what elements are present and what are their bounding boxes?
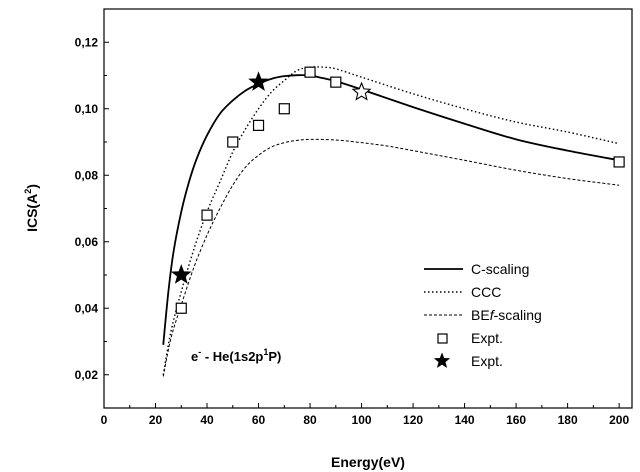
- expt-square-point: [278, 103, 290, 115]
- y-axis-title-sup: 2: [23, 189, 33, 194]
- expt-square-point: [613, 156, 625, 168]
- y-tick-label: 0,06: [75, 235, 99, 249]
- annotation-end: P): [268, 349, 281, 364]
- legend-label-expt-square: Expt.: [471, 330, 503, 346]
- series-line-c-scaling: [162, 74, 620, 345]
- annotation-prefix: e: [191, 349, 198, 364]
- series-line-ccc: [162, 66, 620, 375]
- expt-star-point: [170, 264, 192, 284]
- x-tick-label: 60: [252, 413, 266, 427]
- y-tick-label: 0,08: [75, 168, 99, 182]
- legend-label-ccc: CCC: [471, 284, 501, 300]
- expt-star-point: [248, 71, 269, 91]
- expt-square-point: [227, 136, 239, 148]
- legend-label-bef-italic: f: [490, 307, 496, 323]
- y-axis-title-main: ICS(A: [24, 194, 40, 232]
- x-tick-label: 0: [101, 413, 108, 427]
- legend: C-scaling CCC BEf-scaling Expt. Expt.: [424, 261, 542, 369]
- expt-square-point: [304, 66, 316, 78]
- y-axis-title-tail: ): [24, 184, 40, 189]
- x-tick-label: 200: [609, 413, 629, 427]
- annotation-mid-sup: 1: [263, 347, 268, 357]
- legend-swatch-expt-square: [437, 333, 448, 344]
- x-tick-label: 100: [352, 413, 372, 427]
- expt-square-point: [175, 302, 187, 314]
- legend-label-bef-prefix: BE: [471, 307, 490, 323]
- expt-square-point: [330, 76, 342, 88]
- expt-square-point: [201, 209, 213, 221]
- x-tick-label: 160: [506, 413, 526, 427]
- expt-open-star-point: [351, 81, 372, 101]
- x-tick-label: 120: [403, 413, 423, 427]
- series-line-bef-scaling: [162, 138, 620, 377]
- x-tick-label: 20: [149, 413, 163, 427]
- y-tick-label: 0,02: [75, 368, 99, 382]
- y-axis-title: ICS(A2): [23, 184, 40, 232]
- legend-label-c-scaling: C-scaling: [471, 261, 529, 277]
- x-axis-title: Energy(eV): [331, 454, 405, 470]
- y-tick-label: 0,12: [75, 35, 99, 49]
- x-tick-label: 180: [558, 413, 578, 427]
- legend-label-expt-star: Expt.: [471, 353, 503, 369]
- expt-square-point: [252, 119, 265, 131]
- legend-label-bef-suffix: -scaling: [494, 307, 542, 323]
- y-tick-label: 0,04: [75, 301, 99, 315]
- x-tick-label: 140: [455, 413, 475, 427]
- x-tick-label: 80: [303, 413, 317, 427]
- legend-swatch-expt-star: [433, 352, 451, 369]
- reaction-annotation: e- - He(1s2p1P): [191, 347, 281, 364]
- annotation-mid: - He(1s2p: [201, 349, 263, 364]
- y-tick-label: 0,10: [75, 102, 99, 116]
- annotation-prefix-sup: -: [198, 347, 201, 357]
- plot-frame: [103, 8, 633, 409]
- x-tick-label: 40: [200, 413, 214, 427]
- legend-label-bef-scaling: BEf-scaling: [471, 307, 542, 323]
